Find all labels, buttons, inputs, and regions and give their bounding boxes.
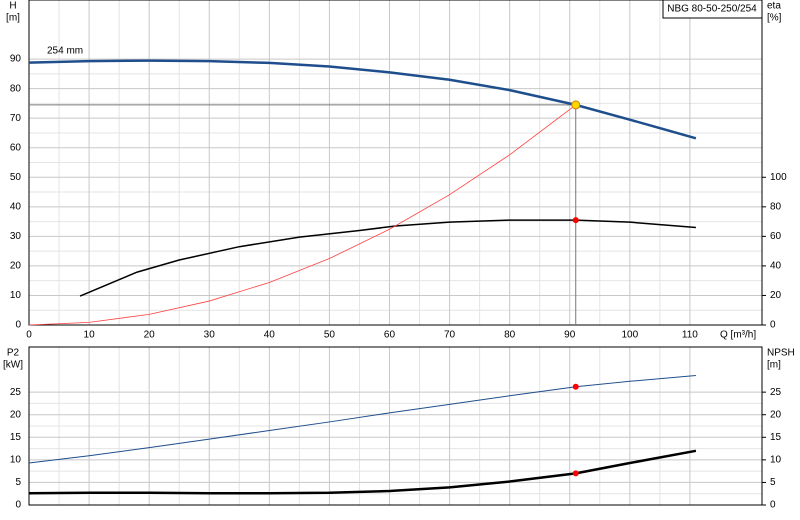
- y-tick-label: 60: [10, 142, 22, 153]
- plot-frame: [28, 0, 763, 326]
- y-tick-label: 20: [10, 409, 22, 420]
- x-tick-label: 110: [682, 330, 698, 341]
- annotation: 254 mm: [47, 46, 83, 57]
- y-tick-label: 80: [10, 83, 22, 94]
- x-tick-label: 60: [384, 330, 396, 341]
- series-line: [28, 59, 697, 140]
- y2-axis-label: NPSH: [767, 348, 795, 359]
- y-tick-label: 5: [15, 477, 21, 488]
- series-line: [79, 219, 696, 297]
- y2-axis-label: eta: [767, 1, 781, 12]
- x-tick-label: 0: [26, 330, 32, 341]
- y-tick-label: 90: [10, 54, 22, 65]
- y-axis-unit: [kW]: [3, 360, 23, 371]
- y-tick-label: 15: [10, 432, 22, 443]
- duty-point: [572, 383, 579, 390]
- x-tick-label: 90: [564, 330, 576, 341]
- y-tick-label: 20: [10, 261, 22, 272]
- x-tick-label: 30: [204, 330, 216, 341]
- series-line: [28, 104, 576, 326]
- x-tick-label: 70: [444, 330, 456, 341]
- y-tick-label: 0: [15, 500, 21, 511]
- y2-axis-unit: [m]: [767, 360, 781, 371]
- y-axis-label: H: [9, 1, 16, 12]
- x-tick-label: 40: [264, 330, 276, 341]
- y2-tick-label: 0: [770, 320, 776, 331]
- y2-tick-label: 40: [770, 261, 782, 272]
- y2-tick-label: 100: [770, 172, 787, 183]
- y-tick-label: 70: [10, 113, 22, 124]
- y2-tick-label: 20: [770, 290, 782, 301]
- x-axis-label: Q [m³/h]: [720, 330, 756, 341]
- x-tick-label: 80: [504, 330, 516, 341]
- y2-tick-label: 25: [770, 387, 782, 398]
- title-box: [662, 0, 763, 19]
- y2-tick-label: 5: [770, 477, 776, 488]
- y2-tick-label: 10: [770, 454, 782, 465]
- x-tick-label: 100: [621, 330, 638, 341]
- y-tick-label: 40: [10, 201, 22, 212]
- y-axis-unit: [m]: [6, 13, 20, 24]
- duty-point: [572, 217, 579, 224]
- y2-tick-label: 0: [770, 500, 776, 511]
- series-line: [28, 449, 697, 495]
- x-tick-label: 50: [324, 330, 336, 341]
- y-tick-label: 25: [10, 387, 22, 398]
- y2-tick-label: 20: [770, 409, 782, 420]
- chart-title: NBG 80-50-250/254: [667, 4, 757, 15]
- y2-tick-label: 80: [770, 201, 782, 212]
- y-tick-label: 50: [10, 172, 22, 183]
- y2-tick-label: 60: [770, 231, 782, 242]
- y-tick-label: 10: [10, 454, 22, 465]
- y-tick-label: 30: [10, 231, 22, 242]
- y-tick-label: 10: [10, 290, 22, 301]
- y-tick-label: 0: [15, 320, 21, 331]
- duty-point: [571, 100, 581, 110]
- duty-point: [572, 470, 579, 477]
- plot-frame: [28, 346, 763, 506]
- y-axis-label: P2: [7, 348, 20, 359]
- y2-axis-unit: [%]: [767, 13, 782, 24]
- y2-tick-label: 15: [770, 432, 782, 443]
- series-line: [28, 374, 696, 464]
- x-tick-label: 10: [84, 330, 96, 341]
- x-tick-label: 20: [144, 330, 156, 341]
